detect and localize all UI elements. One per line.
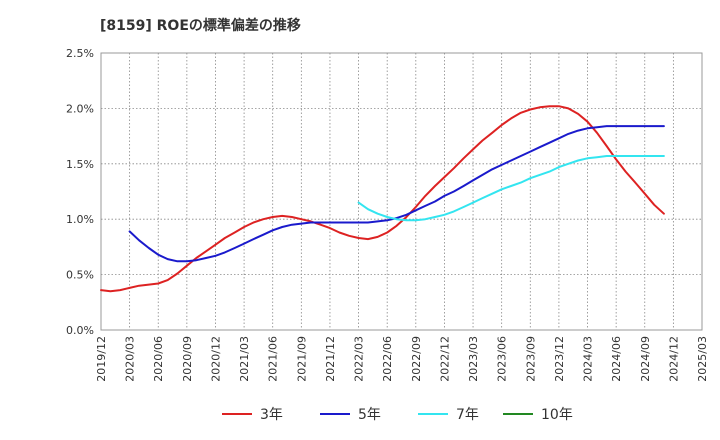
y-tick-label: 1.5% — [66, 158, 94, 171]
x-tick-label: 2024/03 — [582, 336, 595, 382]
y-tick-label: 1.0% — [66, 213, 94, 226]
series-line-2 — [128, 125, 665, 263]
x-tick-label: 2021/06 — [267, 336, 280, 382]
x-tick-label: 2020/12 — [209, 336, 222, 382]
x-tick-label: 2023/06 — [496, 336, 509, 382]
x-tick-label: 2022/09 — [410, 336, 423, 382]
x-tick-label: 2025/03 — [696, 336, 709, 382]
x-tick-label: 2022/03 — [353, 336, 366, 382]
x-tick-label: 2020/06 — [152, 336, 165, 382]
x-tick-label: 2019/12 — [95, 336, 108, 382]
x-tick-label: 2021/12 — [324, 336, 337, 382]
legend-label: 10年 — [541, 407, 573, 423]
x-tick-label: 2024/12 — [667, 336, 680, 382]
x-tick-label: 2024/06 — [610, 336, 623, 382]
x-tick-label: 2021/09 — [295, 336, 308, 382]
x-tick-label: 2024/09 — [639, 336, 652, 382]
x-tick-label: 2022/06 — [381, 336, 394, 382]
legend: 3年 5年 7年 10年 — [222, 407, 573, 423]
y-tick-label: 2.0% — [66, 102, 94, 115]
legend-label: 5年 — [358, 407, 381, 423]
x-tick-label: 2022/12 — [438, 336, 451, 382]
plot-area: 0.0% 0.5% 1.0% 1.5% 2.0% 2.5% 2019/12 2020/03 20… — [66, 47, 709, 382]
plot-frame — [100, 52, 703, 331]
x-tick-label: 2023/03 — [467, 336, 480, 382]
x-tick-label: 2021/03 — [238, 336, 251, 382]
x-tick-label: 2023/12 — [553, 336, 566, 382]
legend-label: 7年 — [456, 407, 479, 423]
series-line-1 — [100, 105, 665, 293]
y-tick-label: 0.5% — [66, 269, 94, 282]
x-tick-label: 2023/09 — [524, 336, 537, 382]
y-tick-label: 0.0% — [66, 324, 94, 337]
series-line-3 — [357, 155, 665, 222]
y-tick-label: 2.5% — [66, 47, 94, 60]
x-tick-label: 2020/09 — [181, 336, 194, 382]
chart-title: [8159] ROEの標準偏差の推移 — [100, 17, 301, 34]
x-tick-label: 2020/03 — [124, 336, 137, 382]
legend-label: 3年 — [260, 407, 283, 423]
